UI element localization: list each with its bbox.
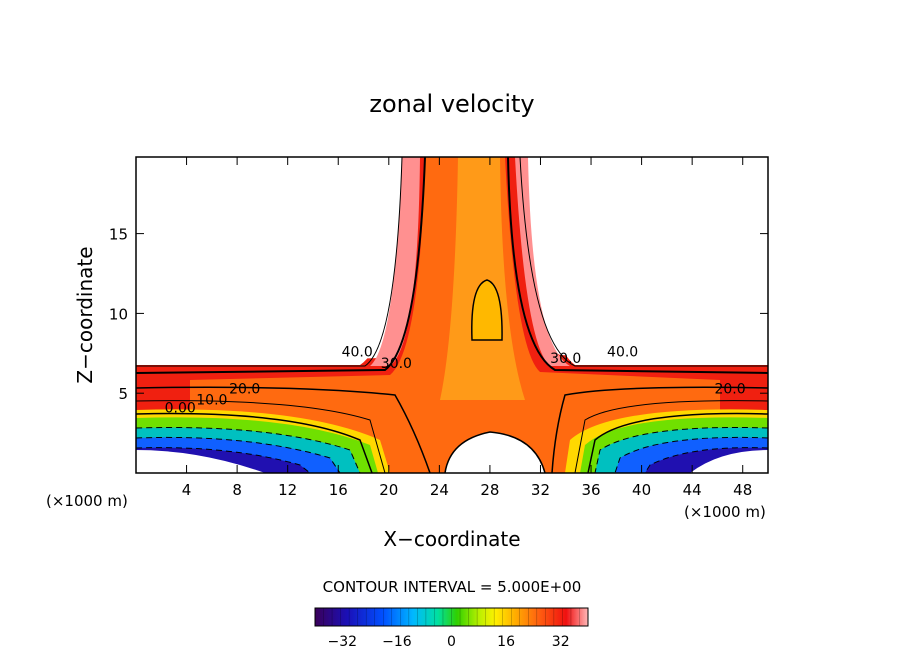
white-bottom-center [445,432,545,473]
contour-neg-1 [136,426,361,473]
contour-label: 30.0 [550,351,581,367]
white-top-left [136,157,400,365]
white-bottom-right [690,450,768,473]
white-bottom-left [136,450,265,473]
band-pink [136,157,420,366]
colorbar-tick-label: −32 [328,634,358,650]
colorbar-tick-label: 0 [447,634,456,650]
x-tick-label: 28 [480,481,499,499]
x-tick-label: 48 [733,481,752,499]
contour-label: 30.0 [381,356,412,372]
x-tick-label: 8 [232,481,242,499]
contour-pocket [444,431,546,473]
x-tick-label: 40 [632,481,651,499]
white-top-right [530,157,768,365]
contour-neg-2r [614,436,768,473]
contour-30-right [507,157,768,374]
colorbar-ticks: −32 −16 0 16 32 [323,608,580,650]
contour-10-right [574,400,768,473]
x-axis-ticks: 4 8 12 16 20 24 28 32 36 40 44 48 [182,157,752,499]
contour-20-right [551,386,768,473]
chart-title: zonal velocity [369,90,534,118]
contour-field: 0.00 10.020.040.030.0 30.0 40.020.0 [136,157,768,473]
contour-label: 0.00 [165,401,196,417]
y-tick-label: 10 [109,305,128,323]
x-unit-left: (×1000 m) [46,492,128,510]
y-tick-label: 15 [109,226,128,244]
contour-label: 40.0 [342,345,373,361]
x-tick-label: 16 [329,481,348,499]
y-tick-label: 5 [118,385,128,403]
x-tick-label: 4 [182,481,192,499]
plot-frame [135,156,769,474]
contour-label: 40.0 [607,345,638,361]
contour-lines [136,157,768,473]
contour-label: 20.0 [229,381,260,397]
contour-0-right [587,412,768,473]
contour-neg-2 [136,436,341,473]
contour-core [471,279,503,341]
x-tick-label: 20 [379,481,398,499]
y-axis-ticks: 5 10 15 [109,226,768,403]
x-tick-label: 12 [278,481,297,499]
contour-40-left [136,157,403,367]
x-tick-label: 24 [430,481,449,499]
contour-neg-3 [136,447,311,473]
band-light-orange [440,157,525,400]
x-axis-label: X−coordinate [383,527,520,551]
contour-labels: 0.00 10.020.040.030.0 30.0 40.020.0 [165,345,746,417]
x-tick-label: 44 [683,481,702,499]
colorbar-tick-label: −16 [382,634,412,650]
y-axis-label: Z−coordinate [73,246,97,383]
x-tick-label: 32 [531,481,550,499]
contour-20-left [136,386,431,473]
contour-40-right [519,157,768,367]
band-core [471,280,503,340]
x-tick-label: 36 [581,481,600,499]
contour-neg-1r [594,426,768,473]
contour-label: 20.0 [714,381,745,397]
contour-10-left [136,400,386,473]
contour-30-left [136,157,426,374]
colorbar-tick-label: 16 [497,634,515,650]
contour-0-left [136,412,373,473]
contour-interval-text: CONTOUR INTERVAL = 5.000E+00 [323,578,582,596]
x-unit-right: (×1000 m) [684,503,766,521]
contour-label: 10.0 [196,393,227,409]
colorbar-tick-label: 32 [552,634,570,650]
contour-neg-3r [644,447,768,473]
band-pink-right [515,157,768,366]
